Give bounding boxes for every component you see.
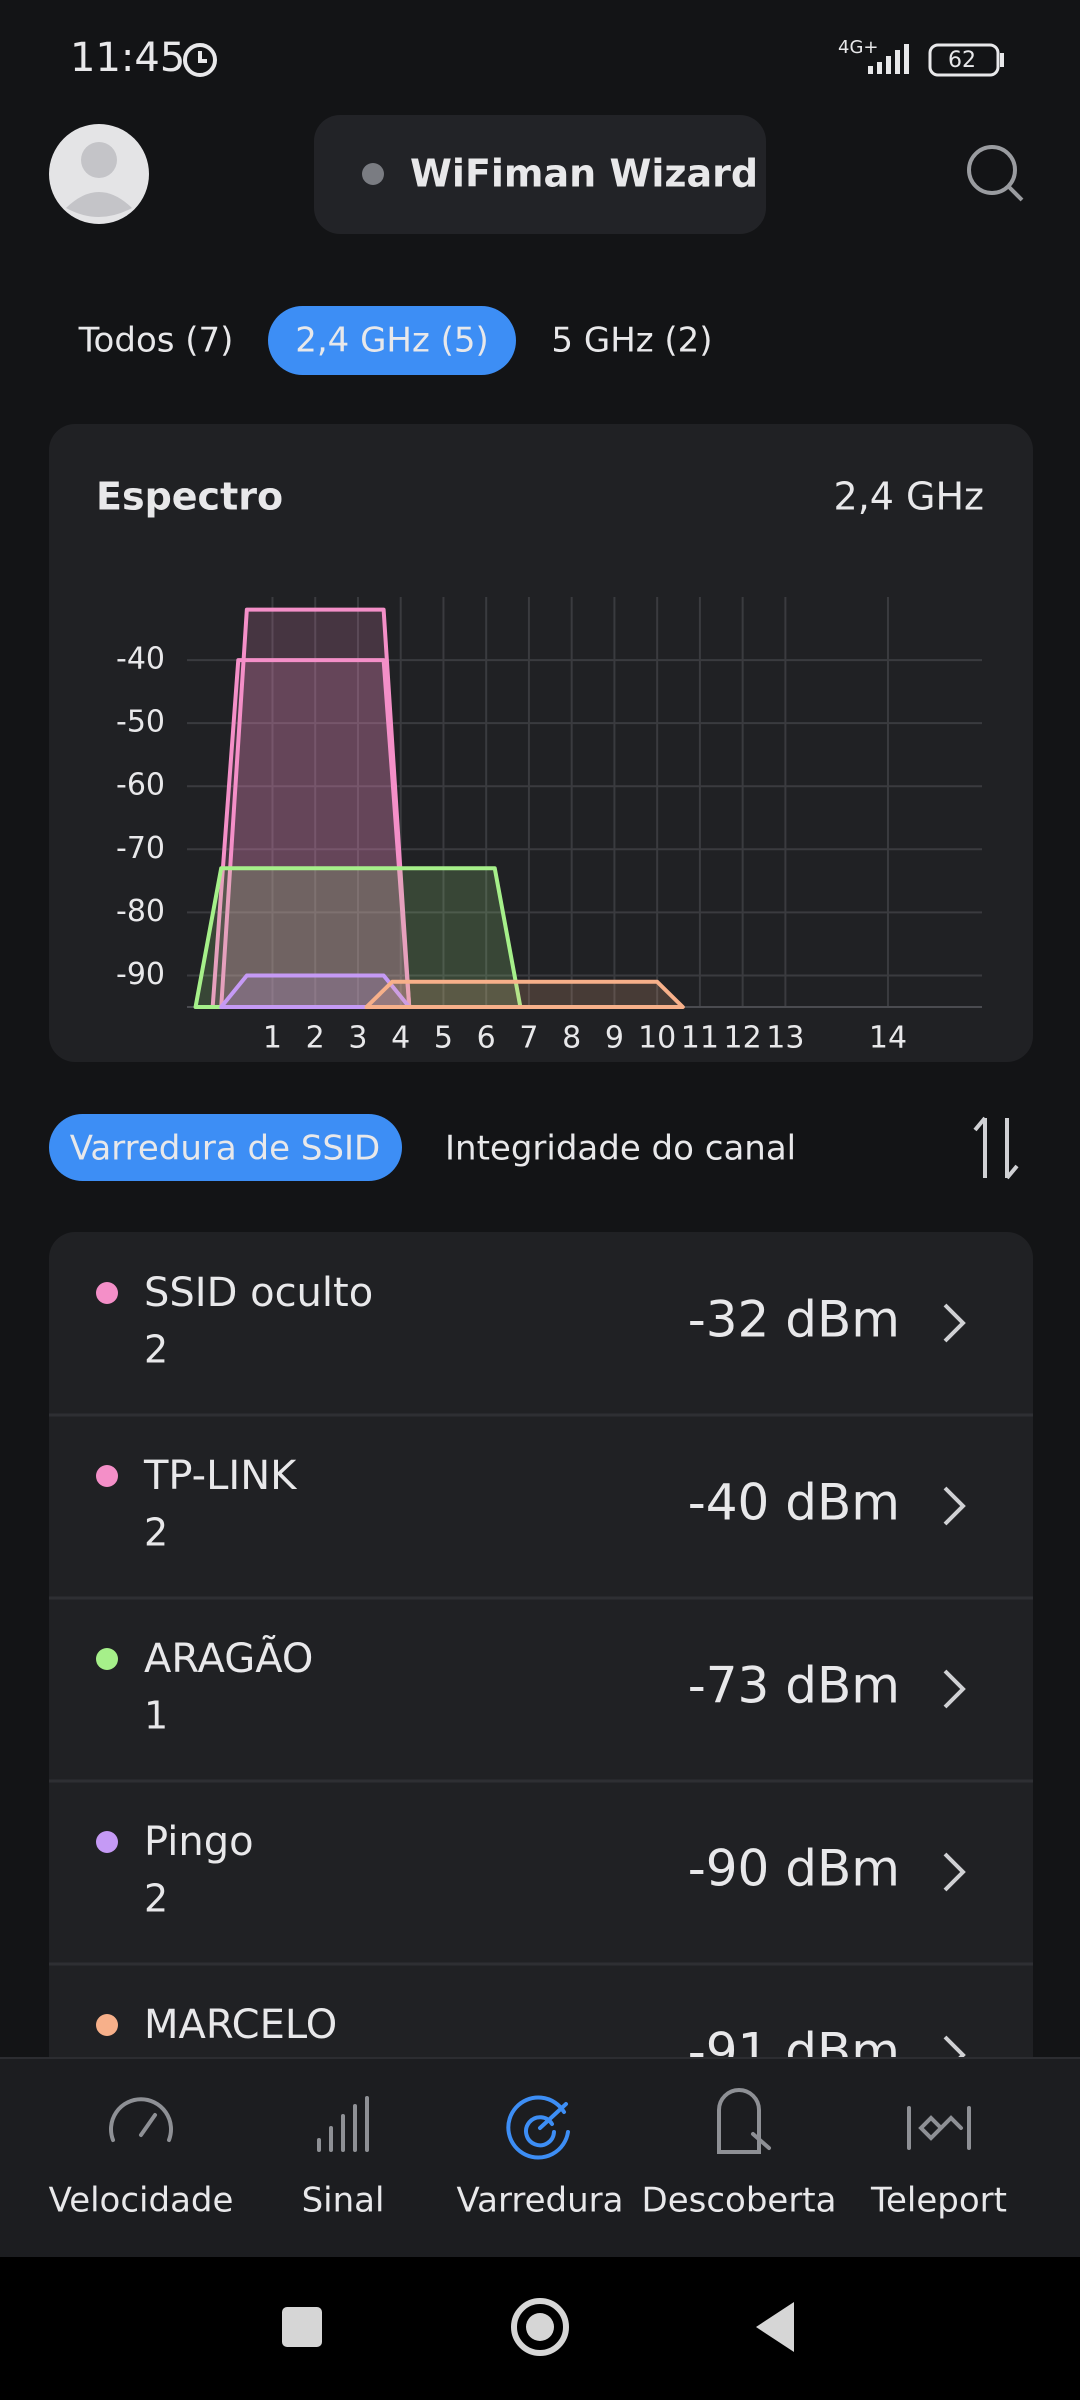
back-button[interactable] (756, 2302, 794, 2352)
network-name: ARAGÃO (144, 1634, 313, 1682)
network-name: MARCELO (144, 2002, 337, 2048)
network-signal: -90 dBm (688, 1840, 900, 1898)
chevron (943, 1852, 966, 1892)
recents-button[interactable] (282, 2307, 322, 2347)
nav-label: Teleport (870, 2181, 1007, 2221)
nav-item[interactable]: Teleport (870, 2106, 1007, 2221)
network-row[interactable]: SSID oculto 2 -32 dBm (96, 1270, 966, 1372)
spectrum-trace (364, 979, 685, 1009)
wizard-status-dot (362, 163, 384, 185)
network-color-dot (96, 1831, 118, 1853)
search-icon[interactable] (967, 145, 1024, 202)
spectrum-band: 2,4 GHz (834, 475, 984, 519)
network-channel: 2 (144, 1328, 168, 1372)
nav-label: Descoberta (642, 2181, 837, 2221)
network-name: SSID oculto (144, 1270, 373, 1316)
nav-item[interactable]: Sinal (302, 2096, 385, 2221)
signal-icon (868, 44, 909, 74)
nav-item[interactable]: Velocidade (49, 2097, 234, 2221)
nav-item[interactable]: Varredura (457, 2095, 624, 2221)
network-name: TP-LINK (143, 1453, 298, 1499)
nav-label: Sinal (302, 2181, 385, 2221)
x-tick-label: 2 (306, 1021, 325, 1056)
x-tick-label: 4 (391, 1021, 410, 1056)
battery-icon (928, 43, 1000, 77)
network-signal: -40 dBm (688, 1474, 900, 1532)
view-tab[interactable]: Integridade do canal (445, 1129, 796, 1169)
x-tick-label: 12 (724, 1021, 762, 1056)
x-tick-label: 6 (477, 1021, 496, 1056)
network-list: SSID oculto 2 -32 dBm TP-LINK 2 -40 dBm ARAGÃO… (49, 1232, 1033, 2232)
network-channel: 1 (144, 1694, 168, 1738)
wizard-button[interactable] (314, 115, 766, 234)
avatar[interactable] (49, 124, 149, 224)
y-tick-label: -60 (116, 768, 165, 803)
alarm-icon (183, 43, 217, 77)
nav-icon (317, 2096, 369, 2152)
nav-items: Velocidade Sinal Varredura Descoberta Telepo… (49, 2088, 1007, 2221)
spectrum-plot: -40-50-60-70-80-901 2 3 4 5 6 7 8 9 10 11 12 13 14 (116, 597, 982, 1056)
network-row[interactable]: TP-LINK 2 -40 dBm (49, 1413, 1033, 1555)
band-tab[interactable]: 5 GHz (2) (551, 321, 712, 361)
band-tab[interactable]: 2,4 GHz (5) (295, 321, 489, 361)
x-tick-label: 14 (869, 1021, 907, 1056)
nav-icon (717, 2088, 771, 2154)
y-tick-label: -90 (116, 957, 165, 992)
band-tab-selected[interactable] (268, 306, 516, 375)
network-signal: -73 dBm (688, 1657, 900, 1715)
x-tick-label: 10 (638, 1021, 676, 1056)
x-tick-label: 9 (605, 1021, 624, 1056)
nav-icon (506, 2095, 570, 2160)
status-time: 11:45 (70, 35, 185, 81)
network-row[interactable]: ARAGÃO 1 -73 dBm (49, 1596, 1033, 1738)
status-network: 4G+ (838, 37, 878, 58)
x-tick-label: 1 (263, 1021, 282, 1056)
x-tick-label: 13 (766, 1021, 804, 1056)
view-tabs: Varredura de SSID Integridade do canal (49, 1114, 796, 1181)
spectrum-card (49, 424, 1033, 1062)
nav-item[interactable]: Descoberta (642, 2088, 837, 2221)
y-tick-label: -50 (116, 705, 165, 740)
nav-icon (907, 2106, 971, 2150)
home-button[interactable] (511, 2298, 569, 2356)
battery-level: 62 (948, 48, 976, 73)
chevron (943, 1669, 966, 1709)
nav-label: Varredura (457, 2181, 624, 2221)
network-signal: -32 dBm (688, 1291, 900, 1349)
network-color-dot (96, 1282, 118, 1304)
spectrum-trace (219, 973, 412, 1009)
list-card (49, 1232, 1033, 2232)
band-tab[interactable]: Todos (7) (78, 321, 234, 361)
view-tab-selected[interactable] (49, 1114, 402, 1181)
y-tick-label: -70 (116, 831, 165, 866)
nav-icon (109, 2097, 173, 2142)
network-channel: 2 (144, 1511, 168, 1555)
view-tab[interactable]: Varredura de SSID (70, 1129, 380, 1169)
network-name: Pingo (144, 1819, 254, 1865)
sort-icon[interactable] (973, 1116, 1019, 1180)
y-tick-label: -40 (116, 642, 165, 677)
network-color-dot (96, 1648, 118, 1670)
network-color-dot (96, 1465, 118, 1487)
nav-label: Velocidade (49, 2181, 234, 2221)
network-color-dot (96, 2014, 118, 2036)
x-tick-label: 5 (434, 1021, 453, 1056)
header-title: WiFiman Wizard (410, 152, 758, 196)
battery-tip (1000, 53, 1004, 67)
x-tick-label: 7 (519, 1021, 538, 1056)
x-tick-label: 11 (681, 1021, 719, 1056)
chevron (943, 1303, 966, 1343)
y-tick-label: -80 (116, 894, 165, 929)
spectrum-title: Espectro (96, 475, 283, 519)
network-channel: 2 (144, 1877, 168, 1921)
x-tick-label: 8 (562, 1021, 581, 1056)
chevron (943, 1486, 966, 1526)
x-tick-label: 3 (348, 1021, 367, 1056)
network-row[interactable]: Pingo 2 -90 dBm (49, 1779, 1033, 1921)
